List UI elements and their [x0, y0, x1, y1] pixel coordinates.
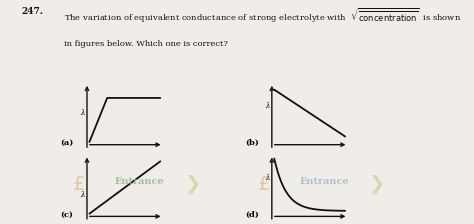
Text: λ: λ [81, 109, 85, 117]
Text: (b): (b) [245, 139, 259, 147]
Text: Entrance: Entrance [115, 177, 164, 186]
Text: (c): (c) [60, 210, 73, 218]
Text: Entrance: Entrance [300, 177, 349, 186]
Text: 247.: 247. [21, 7, 43, 16]
Text: £: £ [257, 175, 270, 194]
Text: λ: λ [81, 191, 85, 199]
Text: (a): (a) [60, 139, 73, 147]
Text: in figures below. Which one is correct?: in figures below. Which one is correct? [64, 40, 228, 48]
Text: λ: λ [265, 174, 270, 182]
Text: λ: λ [265, 102, 270, 110]
Text: (d): (d) [245, 210, 259, 218]
Text: √C  →: √C → [113, 165, 133, 173]
Text: ❯: ❯ [368, 175, 385, 194]
Text: The variation of equivalent conductance of strong electrolyte with  $\sqrt{\over: The variation of equivalent conductance … [64, 7, 461, 25]
Text: £: £ [73, 175, 85, 194]
Text: √C  →: √C → [298, 165, 318, 173]
Text: ❯: ❯ [183, 175, 200, 194]
